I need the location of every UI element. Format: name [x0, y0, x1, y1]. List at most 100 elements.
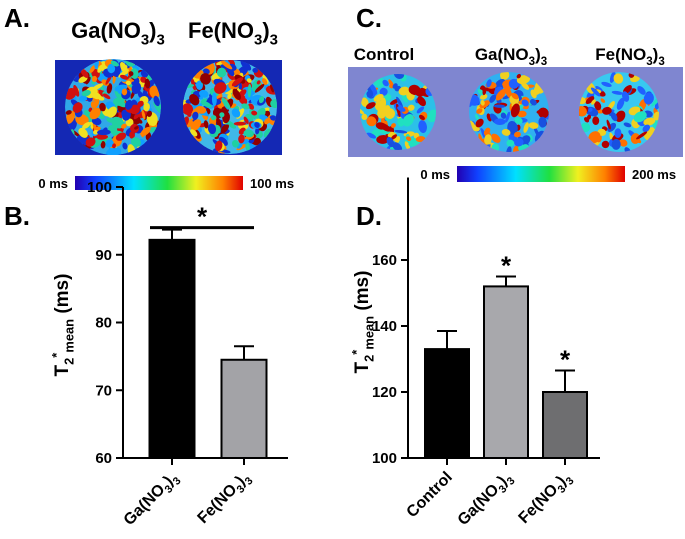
signal-blob [600, 98, 606, 103]
signal-blob [192, 111, 199, 120]
panel-label: C. [356, 3, 382, 33]
panel-label: D. [356, 201, 382, 231]
signal-blob [99, 102, 106, 112]
signal-blob [396, 103, 401, 117]
signal-blob [401, 93, 409, 103]
signal-blob [93, 129, 99, 135]
signal-blob [243, 138, 249, 144]
signal-blob [84, 109, 92, 118]
signal-blob [636, 131, 648, 140]
significance-mark: * [197, 202, 208, 232]
signal-blob [514, 138, 524, 147]
signal-blob [121, 88, 128, 96]
signal-blob [407, 104, 415, 111]
signal-blob [394, 129, 408, 134]
signal-blob [366, 132, 377, 139]
signal-blob [220, 124, 229, 134]
signal-blob [369, 83, 378, 95]
signal-blob [592, 116, 600, 125]
signal-blob [107, 106, 117, 118]
signal-blob [529, 99, 537, 106]
signal-blob [255, 129, 260, 135]
image-label: Ga(NO3)3 [475, 45, 547, 68]
signal-blob [477, 89, 485, 96]
signal-blob [149, 85, 160, 99]
signal-blob [382, 105, 391, 117]
signal-blob [392, 83, 398, 89]
signal-blob [214, 140, 223, 152]
bar [424, 348, 470, 460]
signal-blob [601, 81, 612, 87]
signal-blob [611, 139, 621, 150]
signal-blob [392, 142, 403, 150]
signal-blob [594, 101, 602, 111]
signal-blob [506, 139, 515, 147]
signal-blob [528, 122, 539, 129]
signal-blob [231, 108, 241, 118]
image-label: Fe(NO3)3 [595, 45, 665, 68]
y-axis-label: T2*mean (ms) [49, 274, 77, 377]
signal-blob [595, 85, 603, 92]
signal-blob [510, 103, 520, 118]
signal-blob [391, 134, 398, 140]
signal-blob [416, 106, 425, 114]
signal-blob [269, 115, 277, 121]
signal-blob [602, 106, 612, 115]
x-tick-label: Ga(NO3)3 [455, 469, 518, 532]
signal-blob [585, 96, 595, 105]
signal-blob [386, 136, 395, 148]
signal-blob [398, 86, 410, 96]
signal-blob [493, 104, 506, 108]
signal-blob [630, 133, 641, 144]
signal-blob [396, 96, 404, 109]
signal-blob [366, 90, 374, 98]
signal-blob [418, 120, 427, 134]
signal-blob [494, 118, 506, 125]
signal-blob [491, 133, 501, 143]
signal-blob [613, 73, 624, 84]
y-axis-label: T2*mean (ms) [349, 271, 377, 374]
signal-blob [500, 112, 507, 119]
signal-blob [238, 134, 245, 144]
signal-blob [373, 94, 384, 102]
signal-blob [231, 139, 239, 148]
signal-blob [190, 119, 202, 132]
sample-well [579, 72, 659, 152]
y-tick-label: 80 [95, 315, 112, 332]
signal-blob [91, 117, 102, 126]
signal-blob [183, 103, 194, 116]
signal-blob [100, 141, 106, 149]
signal-blob [516, 73, 522, 79]
significance-mark: * [501, 251, 512, 281]
signal-blob [264, 117, 271, 125]
y-tick-label: 90 [95, 247, 112, 264]
signal-blob [479, 100, 490, 109]
signal-blob [78, 127, 88, 138]
signal-blob [121, 123, 127, 129]
signal-blob [153, 95, 160, 107]
signal-blob [227, 93, 232, 99]
signal-blob [601, 140, 610, 149]
signal-blob [476, 108, 483, 114]
signal-blob [219, 112, 225, 118]
signal-blob [262, 78, 268, 86]
signal-blob [89, 107, 101, 120]
signal-blob [141, 109, 146, 120]
sample-well [65, 59, 161, 155]
signal-blob [137, 100, 144, 107]
signal-blob [397, 106, 406, 112]
signal-blob [89, 65, 96, 73]
signal-blob [243, 116, 249, 125]
signal-blob [643, 92, 654, 105]
signal-blob [246, 78, 252, 83]
significance-mark: * [560, 345, 571, 375]
signal-blob [514, 117, 523, 124]
signal-blob [110, 60, 119, 67]
signal-blob [91, 92, 102, 100]
signal-blob [591, 99, 596, 105]
signal-blob [130, 68, 139, 80]
signal-blob [379, 87, 388, 96]
signal-blob [495, 88, 507, 101]
signal-blob [91, 75, 98, 83]
signal-blob [93, 98, 100, 108]
